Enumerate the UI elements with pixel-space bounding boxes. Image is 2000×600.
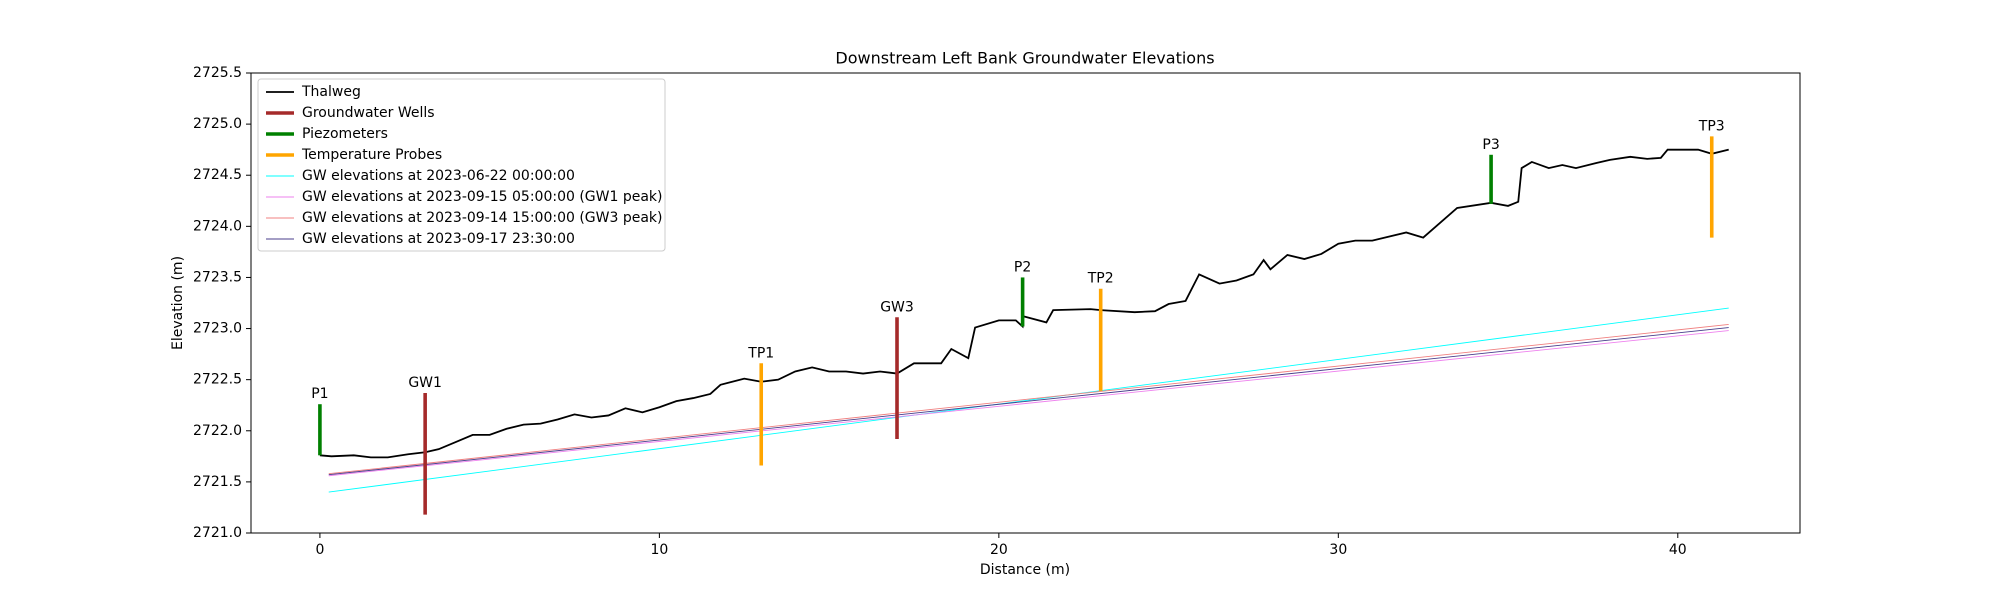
- y-tick-label: 2723.5: [193, 269, 242, 285]
- y-tick-label: 2725.0: [193, 116, 242, 132]
- legend-label: Groundwater Wells: [302, 105, 435, 121]
- legend-label: GW elevations at 2023-06-22 00:00:00: [302, 168, 575, 184]
- site-label: P3: [1482, 137, 1499, 153]
- x-tick-label: 10: [650, 542, 668, 558]
- y-tick-label: 2721.5: [193, 474, 242, 490]
- legend-label: GW elevations at 2023-09-14 15:00:00 (GW…: [302, 210, 663, 226]
- legend-label: Thalweg: [301, 84, 361, 100]
- gw-line: [328, 327, 1729, 476]
- y-tick-label: 2724.0: [193, 218, 242, 234]
- y-axis-label: Elevation (m): [170, 256, 186, 350]
- legend-label: GW elevations at 2023-09-17 23:30:00: [302, 231, 575, 247]
- site-label: P1: [311, 386, 328, 402]
- x-tick-label: 0: [315, 542, 324, 558]
- site-label: P2: [1014, 259, 1031, 275]
- legend-box: [257, 78, 666, 252]
- site-label: GW1: [408, 375, 442, 391]
- y-tick-label: 2725.5: [193, 65, 242, 81]
- legend-label: Temperature Probes: [301, 147, 442, 163]
- legend-label: GW elevations at 2023-09-15 05:00:00 (GW…: [302, 189, 663, 205]
- legend-label: Piezometers: [302, 126, 388, 142]
- x-tick-label: 30: [1329, 542, 1347, 558]
- x-tick-label: 20: [990, 542, 1008, 558]
- chart-title: Downstream Left Bank Groundwater Elevati…: [835, 49, 1214, 68]
- plot-frame: [250, 72, 1801, 534]
- y-tick-label: 2722.0: [193, 423, 242, 439]
- site-label: TP3: [1698, 118, 1725, 134]
- site-label: TP2: [1087, 271, 1114, 287]
- y-tick-label: 2721.0: [193, 525, 242, 541]
- y-tick-label: 2722.5: [193, 372, 242, 388]
- x-tick-label: 40: [1669, 542, 1687, 558]
- x-axis-label: Distance (m): [980, 562, 1070, 578]
- y-tick-label: 2724.5: [193, 167, 242, 183]
- site-label: GW3: [880, 299, 914, 315]
- y-tick-label: 2723.0: [193, 321, 242, 337]
- gw-line: [328, 307, 1729, 493]
- site-label: TP1: [747, 345, 774, 361]
- plot-area: [319, 148, 1729, 493]
- gw-line: [328, 330, 1729, 477]
- thalweg-line: [319, 148, 1729, 459]
- gw-line: [328, 324, 1729, 475]
